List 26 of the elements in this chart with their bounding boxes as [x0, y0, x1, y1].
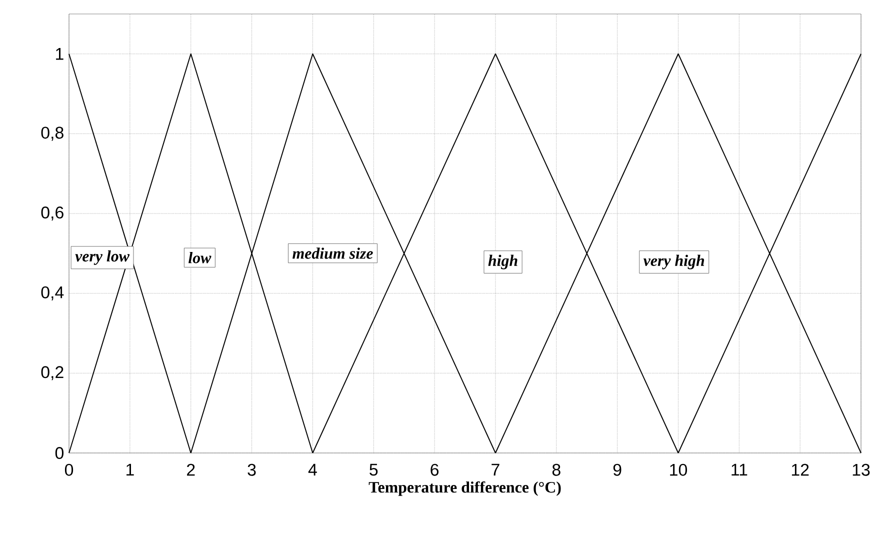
x-tick-label: 13 [852, 464, 870, 476]
x-tick-label: 10 [670, 464, 688, 476]
annotation: medium size [292, 248, 373, 259]
y-tick-label: 0,8 [41, 126, 64, 141]
x-tick-label: 2 [187, 464, 195, 476]
x-tick-label: 1 [126, 464, 134, 476]
annotation: low [188, 252, 212, 264]
x-tick-label: 9 [613, 464, 622, 476]
x-tick-label: 12 [792, 464, 809, 476]
y-tick-label: 0,2 [41, 366, 64, 380]
x-tick-label: 8 [552, 464, 560, 476]
x-tick-label: 11 [732, 464, 748, 476]
x-tick-label: 3 [248, 464, 256, 476]
x-tick-label: 7 [492, 464, 500, 476]
y-tick-label: 0,4 [41, 286, 64, 300]
annotation: very high [643, 254, 704, 270]
x-tick-label: 5 [370, 464, 378, 476]
x-axis-title: Temperature difference (°C) [368, 481, 561, 496]
x-tick-label: 6 [430, 464, 439, 476]
annotation: very low [75, 250, 130, 265]
x-tick-label: 0 [64, 464, 74, 476]
y-tick-label: 0,6 [41, 206, 64, 221]
x-tick-label: 4 [308, 464, 317, 476]
annotation: high [488, 254, 518, 270]
y-tick-label: 1 [56, 48, 64, 60]
y-tick-label: 0 [55, 446, 64, 459]
